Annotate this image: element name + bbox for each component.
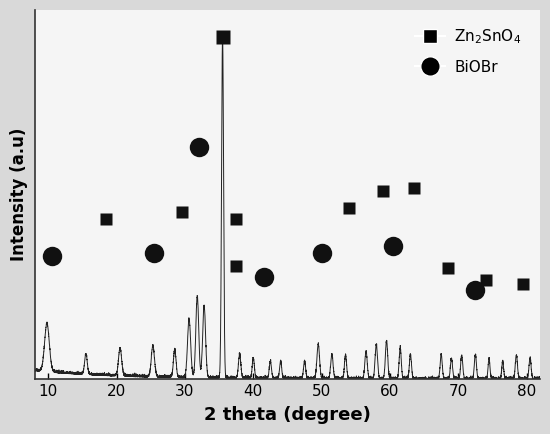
X-axis label: 2 theta (degree): 2 theta (degree)	[204, 406, 371, 424]
Y-axis label: Intensity (a.u): Intensity (a.u)	[10, 128, 28, 261]
Legend: Zn$_2$SnO$_4$, BiOBr: Zn$_2$SnO$_4$, BiOBr	[409, 21, 527, 81]
